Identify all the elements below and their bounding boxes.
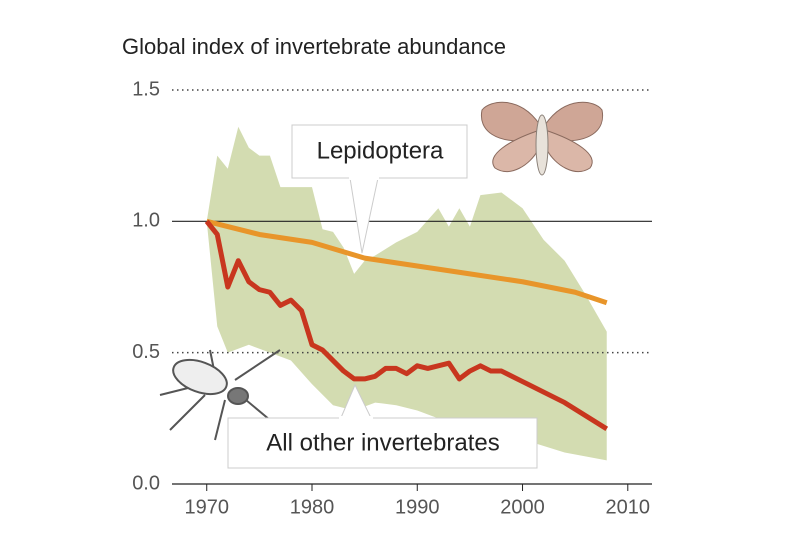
x-tick-label: 2010: [606, 496, 651, 518]
beetle-illustration: [159, 349, 281, 441]
y-tick-label: 1.0: [132, 210, 160, 232]
x-tick-label: 1970: [184, 496, 229, 518]
x-tick-label: 1990: [395, 496, 440, 518]
y-tick-label: 0.0: [132, 472, 160, 494]
y-tick-label: 0.5: [132, 341, 160, 363]
uncertainty-band: [206, 126, 607, 461]
moth-illustration: [480, 101, 604, 176]
chart-title: Global index of invertebrate abundance: [122, 34, 506, 59]
x-tick-label: 1980: [290, 496, 335, 518]
series-line: [204, 219, 609, 431]
series-line: [206, 218, 608, 306]
series-label: Lepidoptera: [317, 137, 444, 164]
callout-other: [227, 383, 538, 469]
x-tick-label: 2000: [500, 496, 545, 518]
callout-lepidoptera: [291, 124, 468, 254]
y-tick-label: 1.5: [132, 78, 160, 100]
series-label: All other invertebrates: [266, 429, 499, 456]
